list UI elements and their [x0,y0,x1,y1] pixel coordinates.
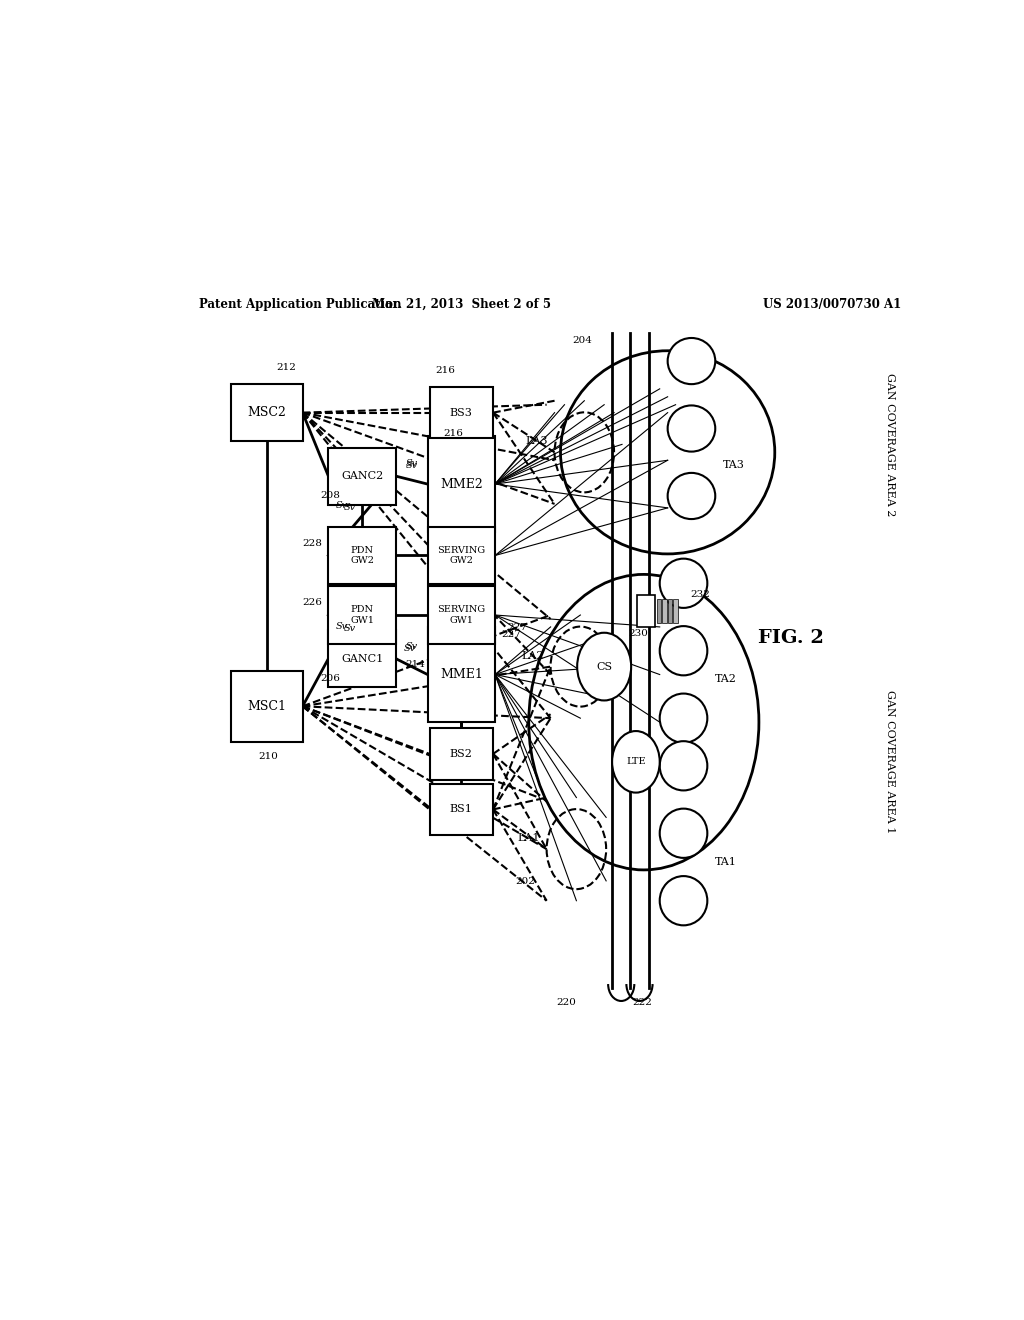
Ellipse shape [659,809,708,858]
Text: 230: 230 [629,630,648,639]
Text: Sv: Sv [336,500,348,510]
Text: PDN
GW1: PDN GW1 [350,606,374,624]
Text: 228: 228 [302,539,323,548]
Text: 227: 227 [507,623,526,632]
Text: 222: 222 [632,998,652,1007]
Bar [428,586,495,644]
Text: FIG. 2: FIG. 2 [758,628,823,647]
Text: MME2: MME2 [440,478,482,491]
Text: GANC2: GANC2 [341,471,383,480]
Text: Sv: Sv [406,459,418,469]
Bar [329,447,396,504]
Text: Sv: Sv [406,642,418,651]
Text: 232: 232 [690,590,710,599]
Text: 206: 206 [321,675,340,682]
Bar [231,384,303,441]
Bar [329,630,396,688]
Bar [656,599,662,623]
Text: 214: 214 [404,660,425,669]
Bar [430,387,494,438]
Bar [428,437,495,532]
Text: 210: 210 [258,752,279,762]
Ellipse shape [668,405,716,451]
Text: GAN COVERAGE AREA 1: GAN COVERAGE AREA 1 [885,690,895,833]
Text: 226: 226 [302,598,323,607]
Text: Sv: Sv [407,461,418,470]
Text: 208: 208 [321,491,340,500]
Ellipse shape [659,741,708,791]
Text: PDN
GW2: PDN GW2 [350,545,374,565]
Text: MSC2: MSC2 [248,407,287,420]
Text: TA1: TA1 [715,857,737,867]
Text: GAN COVERAGE AREA 2: GAN COVERAGE AREA 2 [885,372,895,516]
Text: BS1: BS1 [450,804,473,814]
Text: 216: 216 [443,429,463,438]
Text: 220: 220 [556,998,577,1007]
Bar [231,671,303,742]
Text: BS2: BS2 [450,748,473,759]
Ellipse shape [668,473,716,519]
Text: 204: 204 [572,335,592,345]
Text: TA2: TA2 [715,675,737,685]
Text: MSC1: MSC1 [248,700,287,713]
Text: GANC1: GANC1 [341,653,383,664]
Bar [430,784,494,836]
Bar [329,586,396,644]
Bar [428,527,495,583]
Ellipse shape [578,632,631,701]
Bar [668,599,673,623]
Text: 212: 212 [276,363,296,372]
Bar [428,627,495,722]
Text: 216: 216 [435,366,456,375]
Text: Patent Application Publication: Patent Application Publication [200,297,402,310]
Text: LTE: LTE [626,758,646,767]
Text: Sv: Sv [344,503,355,512]
Bar [663,599,667,623]
Ellipse shape [659,626,708,676]
Text: TA3: TA3 [723,461,745,470]
Ellipse shape [668,338,716,384]
Text: LA1: LA1 [518,833,541,843]
Text: BS3: BS3 [450,408,473,417]
Bar [430,729,494,780]
Text: LA2: LA2 [522,651,544,661]
Ellipse shape [659,558,708,609]
Bar [638,595,655,627]
Text: Mar. 21, 2013  Sheet 2 of 5: Mar. 21, 2013 Sheet 2 of 5 [372,297,551,310]
Text: Sv: Sv [336,622,348,631]
Ellipse shape [659,876,708,925]
Text: Sv: Sv [403,644,416,652]
Text: Sv: Sv [344,624,355,634]
Text: LA3: LA3 [525,437,548,446]
Bar [329,527,396,583]
Ellipse shape [612,731,659,792]
Text: CS: CS [596,661,612,672]
Bar [673,599,678,623]
Text: 227: 227 [502,630,521,639]
Text: US 2013/0070730 A1: US 2013/0070730 A1 [763,297,901,310]
Text: SERVING
GW2: SERVING GW2 [437,545,485,565]
Text: 202: 202 [515,878,535,886]
Text: SERVING
GW1: SERVING GW1 [437,606,485,624]
Text: MME1: MME1 [440,668,482,681]
Ellipse shape [659,693,708,743]
